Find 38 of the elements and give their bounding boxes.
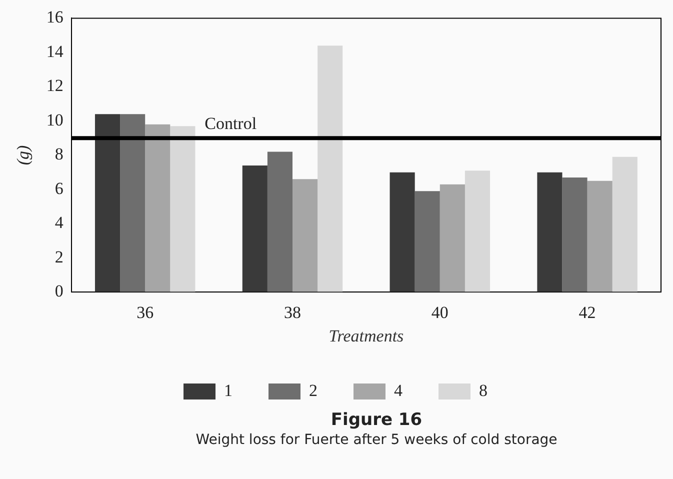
bar: [440, 184, 465, 292]
y-tick-label: 16: [46, 8, 64, 27]
text: Weight loss for Fuerte after 5 weeks of cold storage: [194, 432, 558, 448]
y-tick-label: 10: [46, 110, 64, 130]
bar: [464, 170, 490, 292]
bar: [414, 191, 440, 292]
bar: [587, 180, 612, 292]
bar: [242, 165, 268, 292]
x-axis-title: Treatments: [328, 326, 404, 346]
bar: [120, 114, 146, 292]
bar: [267, 152, 292, 292]
y-tick-label: 0: [54, 282, 64, 301]
legend-label: 2: [309, 380, 318, 400]
legend-label: 8: [479, 380, 488, 400]
bar: [612, 156, 638, 292]
legend-label: 4: [394, 380, 403, 400]
bar: [562, 177, 588, 292]
y-tick-label: 8: [54, 144, 64, 164]
bar: [145, 124, 170, 292]
bar: [537, 172, 562, 292]
x-tick-label: 40: [431, 302, 448, 322]
y-tick-label: 2: [54, 247, 64, 266]
text: Figure 16: [330, 410, 424, 430]
x-tick-label: 42: [578, 302, 596, 322]
y-tick-label: 12: [46, 76, 64, 96]
bar: [318, 46, 343, 292]
x-tick-label: 38: [284, 302, 301, 322]
bar: [292, 179, 318, 292]
y-axis-title: (g): [14, 144, 33, 166]
ref-line-label: Control: [204, 114, 257, 134]
bar: [390, 172, 415, 292]
x-tick-label: 36: [136, 302, 154, 322]
y-tick-label: 6: [54, 178, 64, 198]
y-tick-label: 14: [46, 42, 64, 61]
y-tick-label: 4: [54, 213, 64, 232]
legend-label: 1: [224, 380, 232, 400]
bar: [94, 114, 120, 292]
bar: [170, 126, 196, 292]
